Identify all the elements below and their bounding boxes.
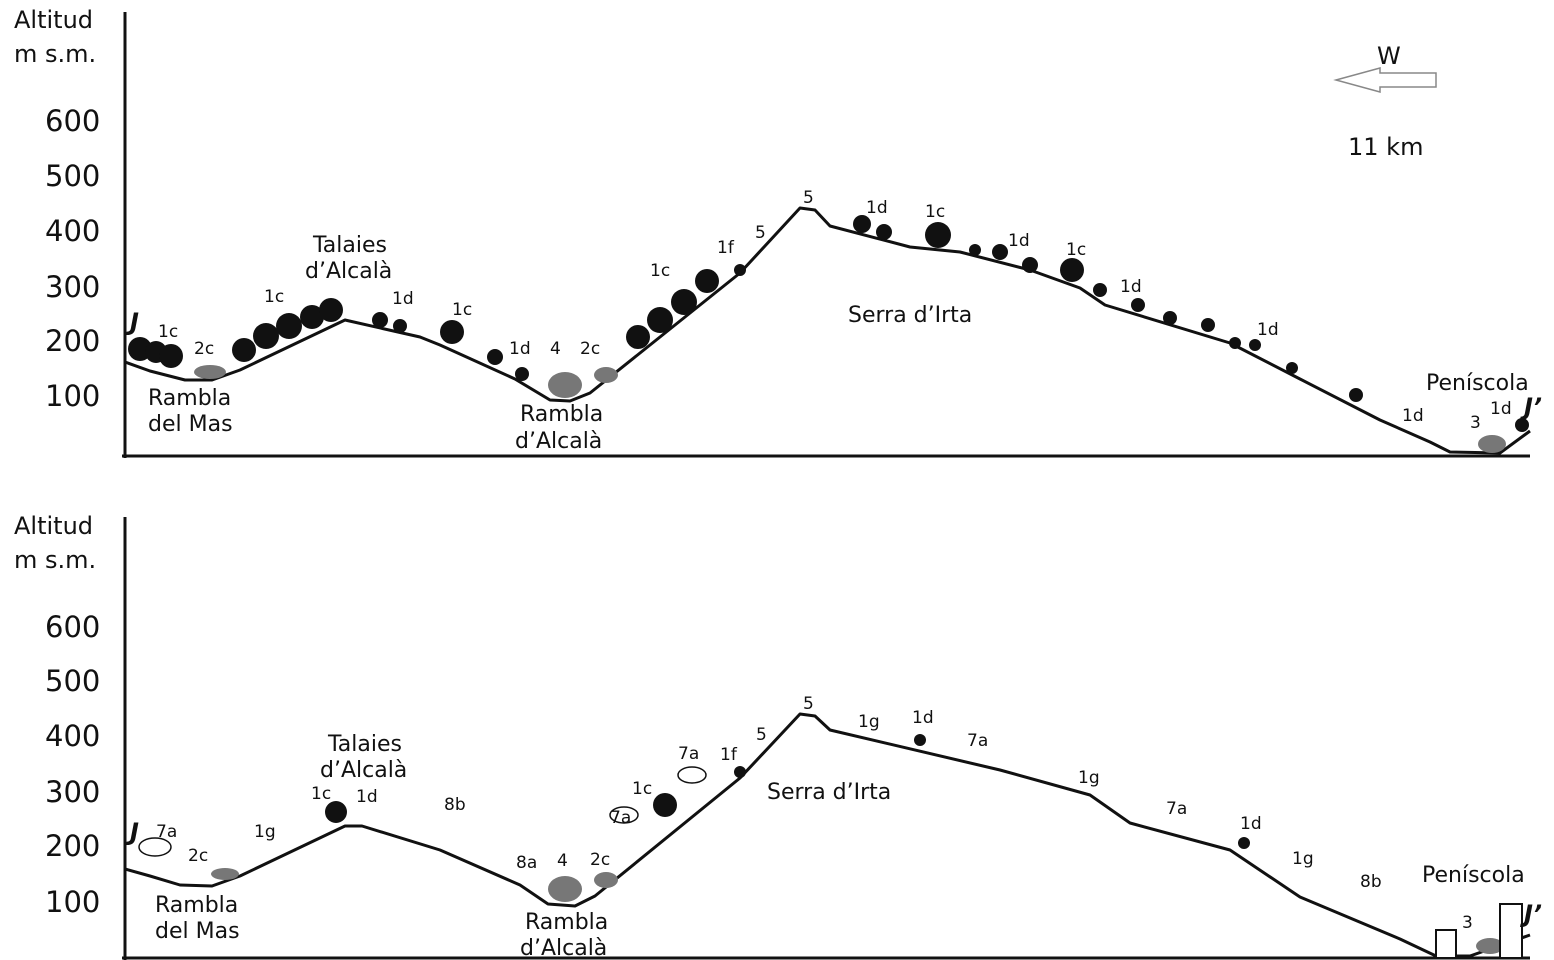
veg-code-label: 2c <box>188 846 208 866</box>
veg-code-label: 2c <box>194 339 214 359</box>
place-rambla-del-mas-line1: Rambla <box>148 386 231 411</box>
y-tick-label: 400 <box>45 214 100 248</box>
shrub-silhouettes <box>194 365 1506 453</box>
place-rambla-del-mas-line1: Rambla <box>155 893 238 918</box>
place-talaies-line1: Talaies <box>312 233 387 258</box>
profile-panel-top: Altitud m s.m. 600 500 400 300 200 100 W… <box>14 6 1542 458</box>
y-tick-label: 500 <box>45 664 100 698</box>
veg-code-label: 4 <box>557 851 568 871</box>
place-serra-irta: Serra d’Irta <box>767 780 891 805</box>
veg-code-label: 7a <box>156 822 177 842</box>
y-tick-label: 300 <box>45 270 100 304</box>
veg-code-label: 1c <box>452 300 472 320</box>
place-rambla-alcala-line2: d’Alcalà <box>520 936 607 960</box>
place-peniscola: Peníscola <box>1426 371 1529 396</box>
veg-code-label: 7a <box>678 744 699 764</box>
veg-code-label: 1c <box>632 779 652 799</box>
endpoint-j-prime: J’ <box>1520 900 1542 928</box>
endpoint-j: J <box>126 308 139 336</box>
veg-code-label: 1c <box>311 784 331 804</box>
veg-code-label: 1d <box>1008 231 1030 251</box>
veg-code-label: 1d <box>1257 320 1279 340</box>
veg-code-label: 1c <box>925 202 945 222</box>
y-tick-label: 200 <box>45 324 100 358</box>
place-rambla-alcala-line2: d’Alcalà <box>515 429 602 454</box>
veg-code-label: 1c <box>158 322 178 342</box>
veg-code-label: 1c <box>264 287 284 307</box>
y-tick-label: 300 <box>45 775 100 809</box>
veg-code-label: 2c <box>590 850 610 870</box>
veg-code-label: 1d <box>1490 399 1512 419</box>
veg-code-label: 3 <box>1470 413 1481 433</box>
place-peniscola: Peníscola <box>1422 863 1525 888</box>
place-talaies-line2: d’Alcalà <box>305 259 392 284</box>
west-arrow-icon <box>1333 67 1437 93</box>
veg-code-label: 1f <box>720 745 738 765</box>
place-talaies-line2: d’Alcalà <box>320 758 407 783</box>
veg-code-label: 1d <box>912 708 934 728</box>
veg-code-label: 4 <box>550 339 561 359</box>
veg-code-label: 7a <box>1166 799 1187 819</box>
veg-code-label: 5 <box>755 223 766 243</box>
veg-code-label: 5 <box>803 694 814 714</box>
y-tick-label: 100 <box>45 379 100 413</box>
veg-code-label: 8b <box>444 795 466 815</box>
terrain-profile-line <box>124 206 1531 455</box>
y-axis-title-line2: m s.m. <box>14 546 96 574</box>
veg-code-label: 3 <box>1462 913 1473 933</box>
veg-code-label: 1g <box>858 712 880 732</box>
place-rambla-alcala-line1: Rambla <box>520 402 603 427</box>
scale-label: 11 km <box>1348 133 1423 161</box>
direction-label: W <box>1377 42 1401 70</box>
veg-code-label: 1c <box>1066 240 1086 260</box>
y-axis-title-line1: Altitud <box>14 6 93 34</box>
veg-code-label: 1g <box>1078 768 1100 788</box>
building-shapes <box>1435 903 1523 959</box>
veg-code-label: 1d <box>866 198 888 218</box>
endpoint-j: J <box>126 818 139 846</box>
y-tick-label: 600 <box>45 104 100 138</box>
y-tick-label: 100 <box>45 885 100 919</box>
veg-code-label: 8b <box>1360 872 1382 892</box>
vegetation-silhouettes <box>325 734 1250 849</box>
place-talaies-line1: Talaies <box>327 732 402 757</box>
place-serra-irta: Serra d’Irta <box>848 303 972 328</box>
endpoint-j-prime: J’ <box>1520 393 1542 421</box>
profile-panel-bottom: Altitud m s.m. 600 500 400 300 200 100 <box>14 512 1542 960</box>
place-rambla-del-mas-line2: del Mas <box>155 919 240 944</box>
veg-code-label: 1d <box>1402 406 1424 426</box>
place-rambla-del-mas-line2: del Mas <box>148 412 233 437</box>
pine-silhouettes <box>138 766 707 857</box>
veg-code-label: 8a <box>516 853 537 873</box>
veg-code-label: 7a <box>967 731 988 751</box>
veg-code-label: 1f <box>717 238 735 258</box>
y-tick-label: 200 <box>45 829 100 863</box>
veg-code-label: 7a <box>610 808 631 828</box>
veg-code-label: 1d <box>1240 814 1262 834</box>
veg-code-label: 1d <box>1120 277 1142 297</box>
place-rambla-alcala-line1: Rambla <box>525 910 608 935</box>
veg-code-label: 1g <box>1292 849 1314 869</box>
veg-code-label: 1d <box>356 787 378 807</box>
veg-code-label: 1c <box>650 261 670 281</box>
y-tick-label: 400 <box>45 719 100 753</box>
y-axis-title-line1: Altitud <box>14 512 93 540</box>
veg-code-label: 1g <box>254 822 276 842</box>
veg-code-label: 1d <box>392 289 414 309</box>
veg-code-label: 5 <box>803 188 814 208</box>
veg-code-label: 1d <box>509 339 531 359</box>
vegetation-silhouettes <box>128 215 1529 432</box>
y-axis-title-line2: m s.m. <box>14 40 96 68</box>
veg-code-label: 5 <box>756 725 767 745</box>
y-tick-label: 600 <box>45 610 100 644</box>
shrub-silhouettes <box>211 868 1504 954</box>
y-tick-label: 500 <box>45 159 100 193</box>
veg-code-label: 2c <box>580 339 600 359</box>
